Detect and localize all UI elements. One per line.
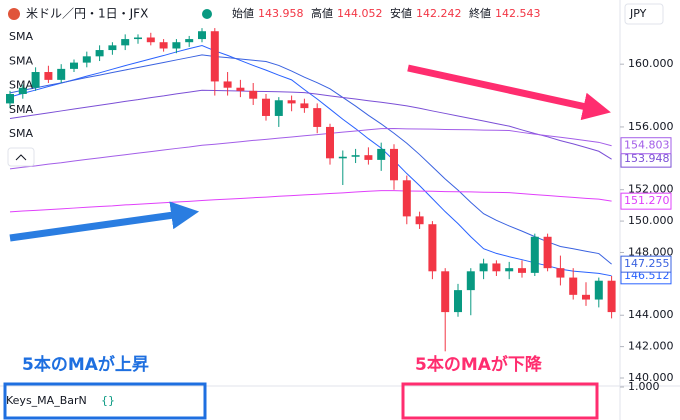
currency[interactable]: JPY (629, 7, 647, 20)
symbol-icon (8, 8, 20, 20)
candle-body (441, 271, 450, 313)
candle-body (518, 268, 526, 273)
candle-body (377, 148, 386, 160)
candle-body (108, 45, 117, 51)
candle-body (249, 90, 258, 99)
candle-body (44, 72, 53, 80)
candle-body (390, 148, 398, 181)
down-arrow (407, 64, 611, 121)
ma-line (9, 44, 612, 277)
y-tick-label: 150.000 (628, 214, 674, 227)
field-label: 高値 (311, 6, 333, 20)
candle-body (31, 72, 40, 88)
field-value: 143.958 (258, 7, 304, 20)
field-value: 142.543 (495, 7, 541, 20)
candle-body (210, 31, 219, 82)
candle-body (466, 271, 475, 291)
candle-body (95, 50, 104, 57)
indicator-tick-label: 1.000 (628, 380, 660, 393)
indicator-icon[interactable]: {} (101, 394, 115, 407)
price-tag-label: 154.803 (624, 139, 670, 152)
status-dot (202, 9, 212, 19)
price-pane (6, 28, 616, 352)
candle-body (236, 87, 245, 91)
candle-body (607, 280, 616, 313)
price-tag-label: 151.270 (624, 194, 670, 207)
collapse-icon[interactable] (15, 154, 27, 161)
legend-entry: SMA (9, 30, 33, 43)
candle-body (274, 100, 283, 116)
candle-body (492, 263, 501, 272)
field-label: 安値 (390, 6, 412, 20)
ma-line (9, 89, 612, 160)
candle-body (556, 268, 565, 278)
y-tick-label: 148.000 (628, 245, 674, 258)
candle-body (402, 180, 411, 217)
price-tag-label: 153.948 (624, 152, 670, 165)
candle-body (543, 236, 552, 269)
price-tag-label: 147.255 (624, 257, 670, 270)
candle-body (223, 81, 232, 88)
legend-entry: SMA (9, 127, 33, 140)
y-tick-label: 140.000 (628, 371, 674, 384)
candle-body (428, 224, 437, 272)
highlight-box (401, 382, 599, 420)
price-tag (620, 255, 672, 273)
candle-body (364, 155, 373, 160)
candle-body (505, 268, 514, 272)
y-tick-label: 160.000 (628, 57, 674, 70)
field-label: 始値 (232, 6, 254, 20)
candle-body (313, 108, 322, 127)
y-tick-label: 156.000 (628, 120, 674, 133)
up-arrow (9, 201, 200, 242)
candle-body (18, 87, 27, 94)
collapse-button[interactable] (7, 147, 35, 167)
highlight-box (3, 382, 207, 420)
candle-body (582, 294, 590, 300)
ma-line (9, 54, 612, 265)
candle-body (6, 93, 14, 104)
candle-body (185, 39, 194, 43)
legend-entry: SMA (9, 103, 33, 116)
candle-body (530, 236, 539, 273)
legend-entry: SMA (9, 79, 33, 92)
candle-body (351, 155, 360, 157)
field-value: 144.052 (337, 7, 383, 20)
symbol: 米ドル／円・1日・JFX (26, 7, 148, 21)
indicator-name: Keys_MA_BarN (6, 394, 87, 407)
currency-box[interactable] (624, 3, 664, 25)
candle-body (479, 263, 488, 272)
candle-body (594, 280, 603, 300)
candle-body (262, 98, 270, 116)
candle-body (287, 100, 296, 104)
candle-body (159, 42, 168, 49)
candle-body (134, 37, 142, 40)
y-tick-label: 142.000 (628, 340, 674, 353)
candle-body (82, 56, 91, 63)
annotation: 5本のMAが下降 (415, 354, 543, 375)
field-label: 終値 (469, 6, 491, 20)
candle-body (569, 277, 578, 295)
legend-entry: SMA (9, 54, 33, 67)
candle-body (198, 31, 206, 40)
candle-body (57, 68, 66, 80)
price-tag (620, 192, 672, 210)
y-tick-label: 152.000 (628, 183, 674, 196)
candle-body (70, 62, 78, 69)
candle-body (300, 103, 309, 109)
candle-body (121, 39, 130, 46)
candle-body (338, 156, 347, 159)
ma-line (9, 128, 612, 170)
price-tag (620, 137, 672, 155)
ma-line (9, 190, 612, 213)
candle-body (172, 42, 181, 49)
field-value: 142.242 (416, 7, 462, 20)
candle-body (326, 126, 334, 159)
candle-body (454, 290, 462, 313)
candle-body (146, 37, 155, 43)
annotation: 5本のMAが上昇 (22, 354, 149, 375)
y-tick-label: 144.000 (628, 308, 674, 321)
candle-body (415, 216, 424, 225)
